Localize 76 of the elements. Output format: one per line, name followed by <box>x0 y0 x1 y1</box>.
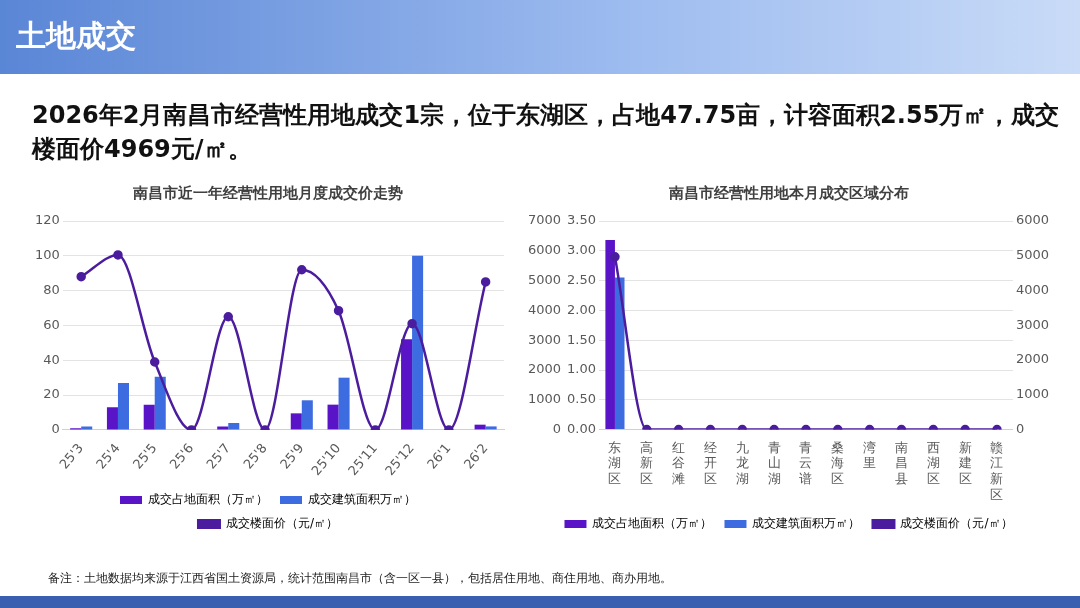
y3-tick-label: 2000 <box>527 361 562 377</box>
y-tick-label: 40 <box>43 351 60 367</box>
text: 2026年2月南昌市经营性用地成交1宗，位于东湖区，占地47.75亩，计容面积2.55万㎡，成交楼面价4969元/㎡。 <box>32 100 1061 165</box>
x-tick-label: 青山湖 <box>767 439 781 486</box>
bar <box>301 400 313 430</box>
x-tick-label: 东湖区 <box>608 439 622 486</box>
point <box>480 277 491 287</box>
y3-tick-label: 6000 <box>527 242 562 258</box>
y-tick-label: 80 <box>43 282 60 298</box>
bar <box>485 426 497 430</box>
x-tick-label: 红谷滩 <box>672 439 686 486</box>
y-tick-label: 60 <box>43 316 60 332</box>
y2-tick-label: 2000 <box>1015 351 1050 367</box>
y-tick-label: 2.50 <box>567 271 597 287</box>
y2-tick-label: 0 <box>1015 420 1025 436</box>
legend-label: 成交占地面积（万㎡） <box>592 516 713 531</box>
y-tick-label: 100 <box>34 247 60 263</box>
bar <box>412 255 424 430</box>
y3-tick-label: 5000 <box>527 271 562 287</box>
chart-title: 南昌市经营性用地本月成交区域分布 <box>667 183 909 202</box>
y3-tick-label: 7000 <box>527 212 562 228</box>
x-tick-label: 高新区 <box>640 439 654 486</box>
y3-tick-label: 0 <box>552 420 562 436</box>
point <box>223 311 234 322</box>
bar <box>143 404 155 430</box>
text: 土地成交 <box>16 17 136 55</box>
point <box>76 271 86 282</box>
text: 备注：土地数据均来源于江西省国土资源局，统计范围南昌市（含一区一县），包括居住用地、商住用地、商办用地。 <box>48 570 672 587</box>
y-tick-label: 20 <box>43 386 60 402</box>
y-tick-label: 1.50 <box>567 331 597 347</box>
y-tick-label: 3.00 <box>567 242 597 258</box>
x-tick-label: 湾里 <box>863 439 877 471</box>
x-tick-label: 赣江新区 <box>990 439 1004 502</box>
legend-label: 成交建筑面积万㎡） <box>308 492 416 507</box>
point <box>333 305 344 316</box>
bar <box>327 404 339 430</box>
bar <box>228 422 240 430</box>
y-tick-label: 120 <box>34 212 60 228</box>
bar <box>81 426 93 430</box>
bar <box>338 377 350 430</box>
bar <box>217 426 229 430</box>
chart-title: 南昌市近一年经营性用地月度成交价走势 <box>132 183 403 202</box>
y-tick-label: 3.50 <box>567 212 597 228</box>
x-tick-label: 南昌县 <box>894 439 908 486</box>
y-tick-label: 0.00 <box>567 420 597 436</box>
bar <box>401 339 413 430</box>
legend-label: 成交建筑面积万㎡） <box>752 516 861 531</box>
x-tick-label: 新建区 <box>957 439 972 486</box>
legend-label: 成交占地面积（万㎡） <box>148 492 268 507</box>
point <box>407 318 417 329</box>
x-tick-label: 桑海区 <box>831 439 845 486</box>
y2-tick-label: 4000 <box>1015 281 1050 297</box>
y-tick-label: 0.50 <box>567 391 597 407</box>
x-tick-label: 九龙湖 <box>735 439 749 486</box>
bar <box>117 382 129 430</box>
y-tick-label: 1.00 <box>567 361 597 377</box>
point <box>149 357 160 367</box>
y2-tick-label: 5000 <box>1015 247 1050 263</box>
legend-label: 成交楼面价（元/㎡） <box>900 516 1013 531</box>
point <box>113 250 123 260</box>
y2-tick-label: 3000 <box>1015 316 1050 332</box>
y-tick-label: 0 <box>51 421 60 437</box>
y3-tick-label: 4000 <box>527 301 562 317</box>
point <box>297 264 307 275</box>
y2-tick-label: 1000 <box>1015 386 1050 402</box>
bar <box>154 376 166 430</box>
x-tick-label: 青云谱 <box>799 439 813 486</box>
x-tick-label: 西湖区 <box>926 439 940 486</box>
y-tick-label: 2.00 <box>567 301 597 317</box>
x-tick-label: 经开区 <box>703 439 717 486</box>
bar <box>106 407 118 430</box>
y3-tick-label: 3000 <box>527 331 562 347</box>
legend-label: 成交楼面价（元/㎡） <box>225 516 339 531</box>
y2-tick-label: 6000 <box>1015 212 1050 228</box>
bar <box>290 413 302 430</box>
y3-tick-label: 1000 <box>527 391 562 407</box>
